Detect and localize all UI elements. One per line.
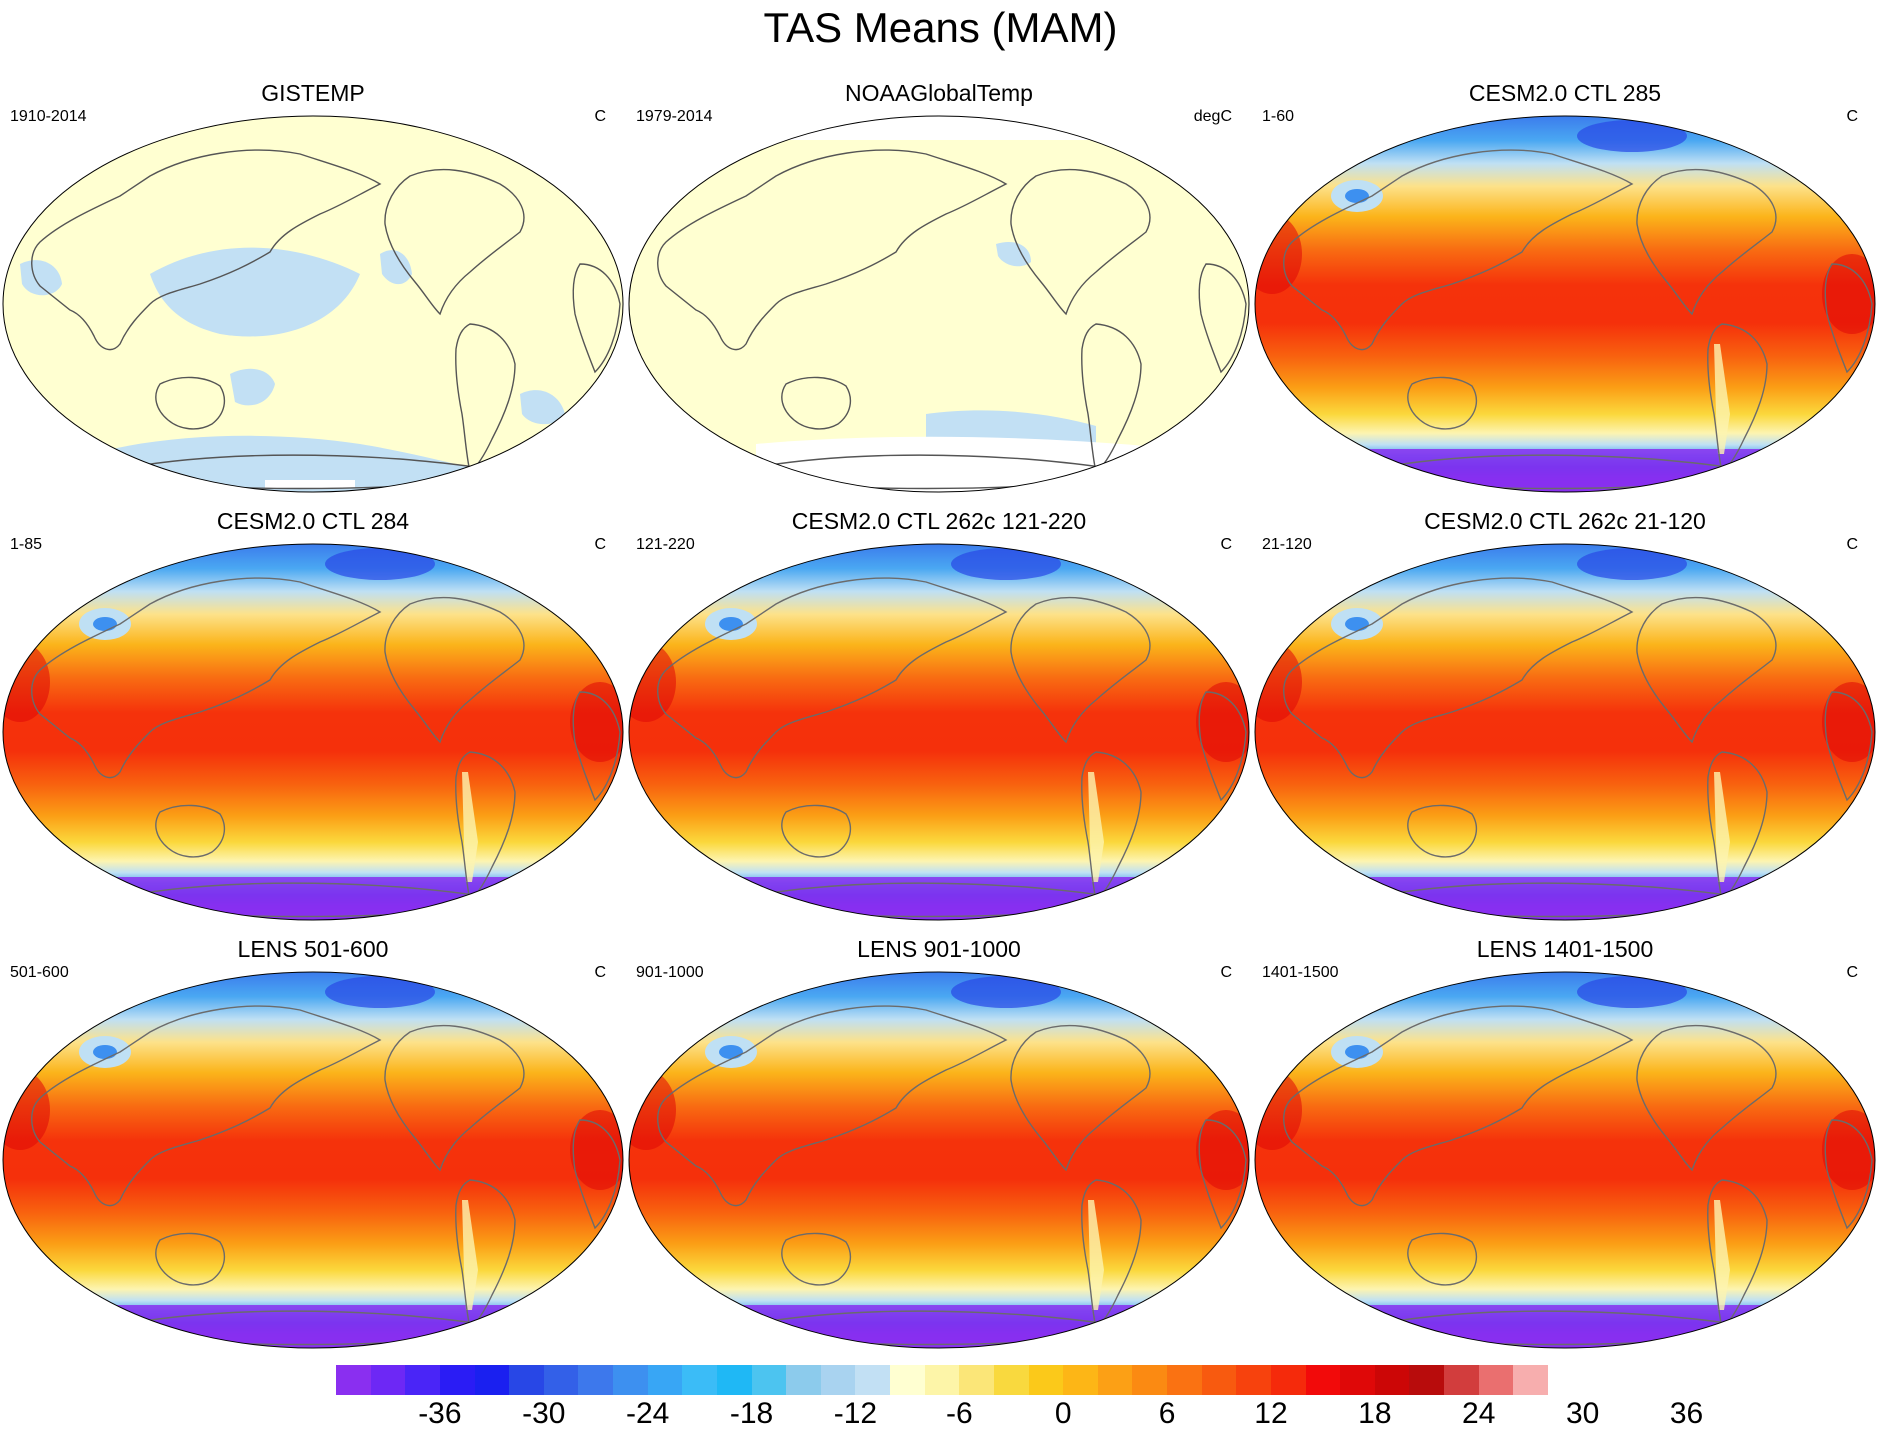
- colorbar-swatch: [1097, 1365, 1133, 1395]
- colorbar-swatch: [786, 1365, 822, 1395]
- colorbar-swatch: [1513, 1365, 1549, 1395]
- colorbar-tick-label: 30: [1565, 1397, 1600, 1430]
- map-panel: LENS 1401-1500 1401-1500 C: [1252, 936, 1878, 1366]
- colorbar-swatch: [1340, 1365, 1376, 1395]
- colorbar-swatch: [924, 1365, 960, 1395]
- panel-period: 901-1000: [636, 964, 704, 981]
- colorbar-swatch: [1305, 1365, 1341, 1395]
- map-panel: CESM2.0 CTL 262c 121-220 121-220 C: [626, 508, 1252, 938]
- colorbar-tick-label: 6: [1158, 1397, 1176, 1430]
- colorbar-swatch: [543, 1365, 579, 1395]
- colorbar-tick-label: -24: [625, 1397, 670, 1430]
- colorbar-swatch: [716, 1365, 753, 1395]
- panel-title: NOAAGlobalTemp: [845, 80, 1033, 106]
- panel-units: C: [594, 108, 606, 125]
- colorbar: [336, 1365, 1549, 1395]
- colorbar-swatch: [613, 1365, 649, 1395]
- panel-period: 501-600: [10, 964, 69, 981]
- panel-units: C: [1846, 964, 1858, 981]
- colorbar-swatch: [1167, 1365, 1203, 1395]
- map-panel: CESM2.0 CTL 284 1-85 C: [0, 508, 626, 938]
- panel-period: 1979-2014: [636, 108, 713, 125]
- panel-period: 1910-2014: [10, 108, 87, 125]
- colorbar-swatch: [1063, 1365, 1099, 1395]
- map-panel: CESM2.0 CTL 285 1-60 C: [1252, 80, 1878, 510]
- map-panel: GISTEMP 1910-2014 C: [0, 80, 626, 510]
- world-map: [1254, 543, 1876, 921]
- world-map: [628, 115, 1250, 493]
- world-map: [628, 543, 1250, 921]
- colorbar-swatch: [1374, 1365, 1410, 1395]
- panel-title: CESM2.0 CTL 262c 21-120: [1424, 508, 1706, 534]
- panel-period: 1-85: [10, 536, 43, 553]
- colorbar-tick-label: 36: [1669, 1397, 1704, 1430]
- colorbar-tick-label: 12: [1254, 1397, 1288, 1430]
- panel-units: C: [1220, 964, 1232, 981]
- colorbar-swatch: [682, 1365, 718, 1395]
- colorbar-swatch: [647, 1365, 683, 1395]
- panel-units: C: [594, 536, 606, 553]
- colorbar-swatch: [405, 1365, 441, 1395]
- colorbar-swatch: [890, 1365, 926, 1395]
- map-panel: LENS 901-1000 901-1000 C: [626, 936, 1252, 1366]
- world-map: [628, 971, 1250, 1349]
- panel-units: C: [594, 964, 606, 981]
- figure-title: TAS Means (MAM): [763, 4, 1118, 51]
- colorbar-swatch: [439, 1365, 475, 1395]
- world-map: [1254, 115, 1876, 493]
- world-map: [1254, 971, 1876, 1349]
- colorbar-swatch: [959, 1365, 995, 1395]
- colorbar-tick-label: 18: [1358, 1397, 1392, 1430]
- colorbar-swatch: [370, 1365, 406, 1395]
- panel-title: CESM2.0 CTL 285: [1468, 80, 1662, 106]
- colorbar-swatch: [1444, 1365, 1480, 1395]
- panel-title: GISTEMP: [261, 80, 365, 106]
- panel-units: C: [1220, 536, 1232, 553]
- colorbar-swatch: [474, 1365, 510, 1395]
- colorbar-swatch: [855, 1365, 891, 1395]
- world-map: [2, 971, 624, 1349]
- colorbar-swatch: [1201, 1365, 1237, 1395]
- panel-units: degC: [1193, 108, 1232, 125]
- colorbar-swatch: [509, 1365, 545, 1395]
- colorbar-swatch: [1270, 1365, 1307, 1395]
- colorbar-tick-label: -30: [522, 1397, 566, 1430]
- colorbar-swatch: [820, 1365, 856, 1395]
- panel-title: CESM2.0 CTL 262c 121-220: [791, 508, 1087, 534]
- colorbar-swatch: [1478, 1365, 1514, 1395]
- colorbar-tick-label: 0: [1054, 1397, 1072, 1430]
- panel-period: 1401-1500: [1262, 964, 1339, 981]
- colorbar-swatch: [1236, 1365, 1272, 1395]
- map-panel: NOAAGlobalTemp 1979-2014 degC: [626, 80, 1252, 510]
- map-panel: LENS 501-600 501-600 C: [0, 936, 626, 1366]
- panel-title: LENS 1401-1500: [1476, 936, 1654, 962]
- panel-period: 121-220: [636, 536, 695, 553]
- colorbar-swatch: [336, 1365, 372, 1395]
- colorbar-swatch: [993, 1365, 1030, 1395]
- panel-title: LENS 501-600: [237, 936, 389, 962]
- colorbar-swatch: [1409, 1365, 1445, 1395]
- colorbar-tick-label: -6: [945, 1397, 973, 1430]
- colorbar-swatch: [1132, 1365, 1168, 1395]
- panel-title: CESM2.0 CTL 284: [216, 508, 410, 534]
- panel-title: LENS 901-1000: [857, 936, 1021, 962]
- panel-period: 1-60: [1262, 108, 1295, 125]
- map-panel: CESM2.0 CTL 262c 21-120 21-120 C: [1252, 508, 1878, 938]
- colorbar-swatch: [1028, 1365, 1064, 1395]
- world-map: [2, 543, 624, 921]
- colorbar-tick-label: -12: [833, 1397, 878, 1430]
- colorbar-swatch: [751, 1365, 787, 1395]
- panel-units: C: [1846, 536, 1858, 553]
- colorbar-tick-label: 24: [1462, 1397, 1496, 1430]
- panel-period: 21-120: [1262, 536, 1312, 553]
- colorbar-swatch: [578, 1365, 614, 1395]
- panel-units: C: [1846, 108, 1858, 125]
- world-map: [2, 115, 624, 493]
- colorbar-tick-label: -36: [418, 1397, 462, 1430]
- colorbar-tick-label: -18: [729, 1397, 774, 1430]
